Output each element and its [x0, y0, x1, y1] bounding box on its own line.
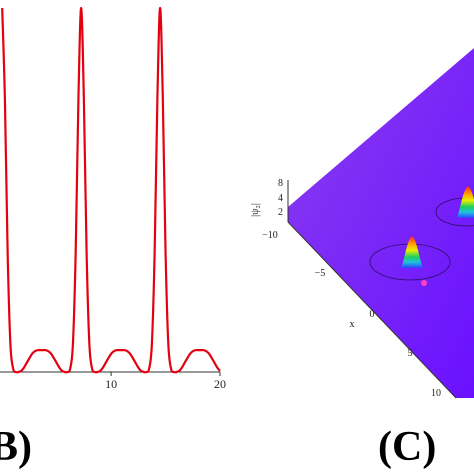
surface-plot: |ψ₂| 8 4 2 −10 −5 0 5 10 x — [250, 48, 474, 399]
z-tick-label: 2 — [278, 207, 283, 218]
x-tick-label: 10 — [431, 388, 441, 399]
x-tick-label: 0 — [370, 309, 375, 320]
x-tick-label: −10 — [262, 230, 278, 241]
peak — [401, 236, 423, 268]
z-tick-label: 8 — [278, 178, 283, 189]
x-tick-label: 5 — [408, 348, 413, 359]
x-tick-label: −5 — [315, 268, 326, 279]
line-chart: 10 20 — [0, 6, 226, 391]
panel-label: (C) — [378, 424, 436, 470]
x-axis-line — [287, 221, 457, 399]
x-tick-label: 10 — [105, 377, 117, 391]
x-axis-label: x — [350, 319, 355, 330]
surface-plane — [288, 48, 474, 398]
data-line — [1, 6, 221, 374]
z-axis-label: |ψ₂| — [250, 203, 261, 217]
panel-label: (B) — [0, 424, 32, 470]
spot — [421, 280, 427, 286]
z-tick-label: 4 — [278, 193, 283, 204]
x-tick-label: 20 — [214, 377, 226, 391]
peak — [457, 186, 474, 218]
